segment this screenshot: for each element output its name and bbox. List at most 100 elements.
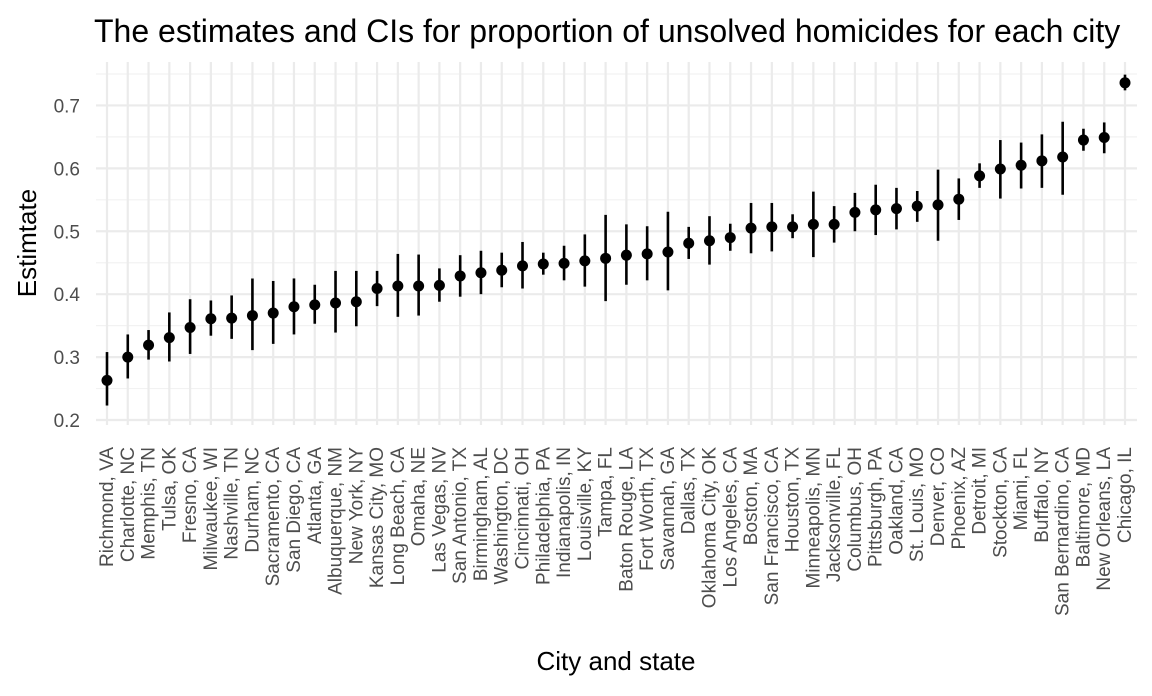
point <box>787 221 799 233</box>
x-tick-label: Miami, FL <box>1011 447 1032 530</box>
point <box>1098 132 1110 144</box>
point <box>350 296 362 308</box>
x-tick-label: New Orleans, LA <box>1094 447 1115 591</box>
point <box>246 310 258 322</box>
point <box>371 283 383 295</box>
point <box>620 249 632 261</box>
x-tick-label: San Diego, CA <box>284 447 305 573</box>
x-tick-label: Long Beach, CA <box>388 447 409 586</box>
x-tick-label: Kansas City, MO <box>367 447 388 588</box>
point <box>828 218 840 230</box>
x-tick-label: Washington, DC <box>492 447 513 585</box>
point <box>267 307 279 319</box>
point <box>537 258 549 270</box>
x-tick-label: Detroit, MI <box>970 447 991 535</box>
point <box>1036 155 1048 167</box>
point <box>953 193 965 205</box>
y-tick-label: 0.5 <box>54 222 80 243</box>
x-tick-label: Milwaukee, WI <box>201 447 222 571</box>
x-tick-label: Dallas, TX <box>679 447 700 535</box>
x-tick-label: Cincinnati, OH <box>513 447 534 570</box>
y-tick-label: 0.6 <box>54 159 80 180</box>
point <box>143 339 155 351</box>
x-tick-label: New York, NY <box>346 447 367 565</box>
x-tick-label: St. Louis, MO <box>907 447 928 562</box>
x-tick-label: Phoenix, AZ <box>949 447 970 550</box>
x-tick-label: Indianapolis, IN <box>554 447 575 578</box>
point <box>994 163 1006 175</box>
point <box>392 280 404 292</box>
point <box>205 313 217 325</box>
point <box>101 374 113 386</box>
x-tick-label: San Francisco, CA <box>762 447 783 606</box>
error-bars <box>105 74 1127 406</box>
x-tick-label: Fort Worth, TX <box>637 447 658 571</box>
x-tick-label: Buffalo, NY <box>1032 447 1053 543</box>
point <box>849 206 861 218</box>
point <box>724 232 736 244</box>
points <box>101 77 1131 386</box>
x-tick-label: Columbus, OH <box>845 447 866 572</box>
x-tick-label: Baton Rouge, LA <box>616 447 637 592</box>
x-tick-label: Atlanta, GA <box>305 447 326 544</box>
point <box>1015 159 1027 171</box>
x-tick-label: San Bernardino, CA <box>1053 447 1074 616</box>
point <box>766 221 778 233</box>
y-tick-label: 0.4 <box>54 285 81 306</box>
point <box>662 246 674 258</box>
point <box>309 299 321 311</box>
x-tick-label: Chicago, IL <box>1115 447 1136 543</box>
point <box>517 260 529 272</box>
x-tick-label: Jacksonville, FL <box>824 447 845 582</box>
point <box>579 255 591 267</box>
y-tick-label: 0.7 <box>54 96 80 117</box>
point <box>330 297 342 309</box>
x-tick-label: Birmingham, AL <box>471 447 492 581</box>
y-axis-ticks: 0.2 0.3 0.4 0.5 0.6 0.7 <box>54 96 81 432</box>
point <box>683 237 695 249</box>
x-tick-label: Oakland, CA <box>886 447 907 555</box>
point <box>413 280 425 292</box>
y-axis-title: Estimtate <box>12 189 42 297</box>
point <box>226 312 238 324</box>
x-tick-label: Memphis, TN <box>139 447 160 560</box>
x-tick-label: Houston, TX <box>783 447 804 553</box>
point <box>641 248 653 260</box>
x-tick-label: Tulsa, OK <box>159 447 180 531</box>
x-tick-label: Los Angeles, CA <box>720 447 741 588</box>
point <box>890 203 902 215</box>
point <box>184 322 196 334</box>
x-tick-label: Denver, CO <box>928 447 949 546</box>
y-tick-label: 0.3 <box>54 348 80 369</box>
point <box>745 222 757 234</box>
x-tick-label: Albuquerque, NM <box>326 447 347 595</box>
point <box>1119 77 1131 89</box>
x-tick-label: Sacramento, CA <box>263 447 284 587</box>
chart-title: The estimates and CIs for proportion of … <box>94 13 1120 49</box>
point <box>1057 151 1069 163</box>
point <box>122 351 134 363</box>
x-tick-label: Las Vegas, NV <box>429 447 450 573</box>
point <box>1077 134 1089 146</box>
x-tick-label: Richmond, VA <box>97 447 118 567</box>
x-tick-label: San Antonio, TX <box>450 447 471 584</box>
point <box>558 257 570 269</box>
x-tick-label: Nashville, TN <box>222 447 243 560</box>
point <box>932 199 944 211</box>
x-axis-title: City and state <box>537 646 696 676</box>
point <box>870 204 882 216</box>
point <box>433 279 445 291</box>
point <box>807 218 819 230</box>
point <box>454 270 466 282</box>
point <box>475 267 487 279</box>
point <box>600 252 612 264</box>
x-tick-label: Stockton, CA <box>990 447 1011 558</box>
x-tick-label: Charlotte, NC <box>118 447 139 562</box>
point <box>974 170 986 182</box>
x-tick-label: Tampa, FL <box>596 447 617 537</box>
grid <box>96 62 1137 425</box>
x-tick-label: Fresno, CA <box>180 447 201 543</box>
x-tick-label: Louisville, KY <box>575 447 596 561</box>
